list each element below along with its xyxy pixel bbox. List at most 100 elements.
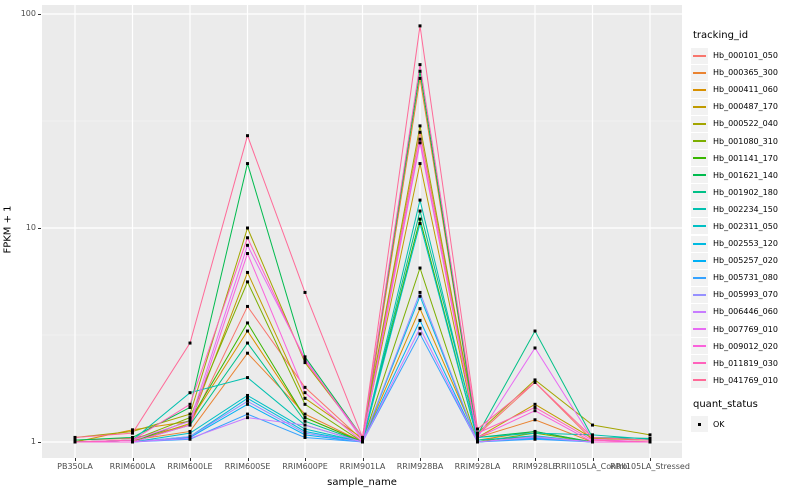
data-point (246, 243, 249, 247)
legend-key-swatch (691, 167, 708, 184)
legend-label: Hb_009012_020 (713, 341, 778, 351)
y-tick-label: 10 (25, 223, 36, 232)
x-tick-label: RRIM928LE (512, 462, 558, 471)
legend-item-Hb_006446_060: Hb_006446_060 (691, 303, 799, 320)
legend-key-swatch (691, 303, 708, 320)
data-point (533, 405, 537, 409)
legend-label: Hb_002234_150 (713, 204, 778, 214)
data-point (533, 346, 537, 350)
data-point (303, 402, 307, 406)
data-point (303, 429, 307, 433)
data-point (188, 416, 192, 420)
data-point (418, 307, 422, 311)
data-point (303, 431, 307, 435)
data-point (418, 221, 422, 225)
data-point (303, 419, 307, 423)
data-point (188, 429, 192, 433)
data-point (188, 435, 192, 439)
data-point (246, 402, 249, 406)
data-point (246, 341, 249, 345)
data-point (131, 440, 134, 444)
data-point (418, 141, 422, 145)
data-point (188, 423, 192, 427)
y-tick-mark (38, 442, 41, 443)
data-point (533, 378, 537, 382)
data-point (73, 435, 77, 439)
data-point (303, 357, 307, 361)
data-point (418, 294, 422, 298)
data-point (303, 396, 307, 400)
legend-key-line (693, 54, 706, 57)
legend-item-Hb_002311_050: Hb_002311_050 (691, 218, 799, 235)
data-point (476, 438, 479, 442)
legend-title-tracking-id: tracking_id (693, 30, 749, 41)
x-tick-label: RRIM901LA (339, 462, 386, 471)
data-point (188, 419, 192, 423)
legend-key-line (693, 310, 706, 313)
legend-label: Hb_001080_310 (713, 136, 778, 146)
legend-key-line (693, 362, 706, 365)
tracking-id-legend: Hb_000101_050 Hb_000365_300 Hb_000411_060 H… (691, 47, 799, 389)
legend-key-line (693, 122, 706, 125)
legend-key-line (693, 379, 706, 382)
x-tick-mark (535, 458, 536, 461)
data-point (188, 402, 192, 406)
legend-label: Hb_000101_050 (713, 51, 778, 61)
plot-panel (42, 5, 682, 458)
data-point (188, 412, 192, 416)
data-point (361, 435, 364, 439)
data-point (476, 435, 479, 439)
data-point (303, 290, 307, 294)
data-point (246, 376, 249, 380)
quant-key-swatch (691, 416, 708, 433)
data-point (131, 435, 134, 439)
data-point (418, 124, 422, 128)
legend-label: Hb_007769_010 (713, 324, 778, 334)
x-tick-label: RRII105LA_Control (555, 462, 630, 471)
legend-label: Hb_002553_120 (713, 239, 778, 249)
legend-key-swatch (691, 133, 708, 150)
legend-key-swatch (691, 338, 708, 355)
legend-key-swatch (691, 98, 708, 115)
data-point (303, 423, 307, 427)
data-point (188, 341, 192, 345)
legend-item-Hb_009012_020: Hb_009012_020 (691, 338, 799, 355)
legend-key-line (693, 71, 706, 74)
data-point (591, 433, 594, 437)
y-tick-mark (38, 228, 41, 229)
x-tick-label: RRIM600LE (167, 462, 213, 471)
y-tick-label: 1 (30, 437, 36, 446)
x-tick-mark (75, 458, 76, 461)
data-point (303, 391, 307, 395)
data-point (591, 423, 594, 427)
data-point (246, 270, 249, 274)
data-point (418, 318, 422, 322)
x-tick-mark (362, 458, 364, 461)
data-point (131, 428, 134, 432)
data-point (418, 217, 422, 221)
data-point (418, 63, 422, 67)
legend-key-swatch (691, 81, 708, 98)
data-point (476, 433, 479, 437)
data-point (246, 236, 249, 240)
data-point (246, 252, 249, 256)
legend-key-line (693, 191, 706, 194)
data-point (73, 440, 77, 444)
legend-key-swatch (691, 218, 708, 235)
data-point (246, 399, 249, 403)
data-point (533, 329, 537, 333)
legend-key-swatch (691, 235, 708, 252)
data-point (648, 438, 652, 442)
legend-item-Hb_002234_150: Hb_002234_150 (691, 201, 799, 218)
legend-key-swatch (691, 150, 708, 167)
x-tick-label: RRIM600SE (224, 462, 271, 471)
data-point (591, 438, 594, 442)
data-point (533, 437, 537, 441)
x-tick-label: PB350LA (57, 462, 93, 471)
legend-label: Hb_001621_140 (713, 170, 778, 180)
plot-svg (42, 5, 682, 458)
legend-key-line (693, 242, 706, 245)
x-tick-mark (247, 458, 249, 461)
data-point (246, 329, 249, 333)
